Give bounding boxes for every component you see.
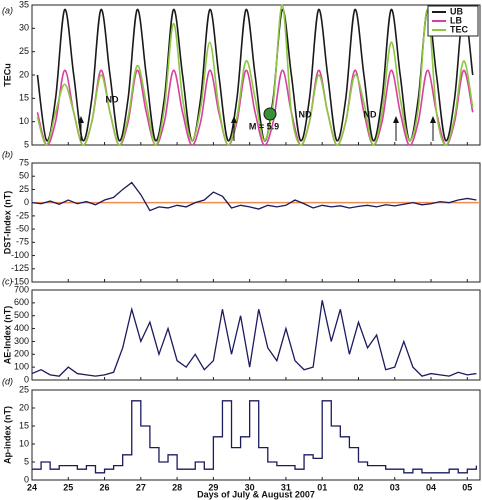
y-tick-label: 5	[24, 456, 29, 466]
y-tick-label: 25	[19, 184, 29, 194]
x-tick-label: 28	[172, 482, 182, 492]
y-tick-label: 25	[19, 46, 29, 56]
x-tick-label: 29	[208, 482, 218, 492]
y-tick-label: 15	[19, 420, 29, 430]
x-tick-label: 27	[136, 482, 146, 492]
y-tick-label: 100	[14, 362, 29, 372]
x-axis-title: Days of July & August 2007	[197, 489, 315, 499]
plot-frame	[31, 162, 481, 283]
x-tick-label: 02	[353, 482, 363, 492]
y-tick-label: 15	[19, 93, 29, 103]
y-axis-title: Ap-index (nT)	[2, 406, 12, 464]
series-line	[31, 181, 477, 212]
x-tick-label: 03	[390, 482, 400, 492]
legend-label: TEC	[450, 24, 469, 34]
y-tick-label: -50	[16, 223, 29, 233]
series-line	[36, 4, 474, 146]
y-axis-title: TECu	[2, 63, 12, 87]
storm-marker	[263, 107, 277, 121]
y-tick-label: 700	[14, 284, 29, 294]
x-tick-label: 30	[245, 482, 255, 492]
y-tick-label: -125	[11, 263, 29, 273]
annotation: ND	[364, 109, 377, 119]
panel-label: (b)	[2, 149, 13, 159]
panel-label: (a)	[2, 5, 13, 15]
x-tick-label: 26	[100, 482, 110, 492]
series-line	[32, 400, 478, 474]
y-tick-label: 35	[19, 0, 29, 9]
y-tick-label: 0	[24, 474, 29, 484]
y-tick-label: 300	[14, 336, 29, 346]
panel-label: (d)	[2, 376, 13, 386]
y-tick-label: -25	[16, 210, 29, 220]
y-tick-label: 30	[19, 23, 29, 33]
y-tick-label: 10	[19, 116, 29, 126]
annotation: M = 5.9	[249, 121, 279, 131]
y-tick-label: 0	[24, 374, 29, 384]
x-tick-label: 01	[317, 482, 327, 492]
x-tick-label: 31	[281, 482, 291, 492]
y-tick-label: 75	[19, 157, 29, 167]
x-tick-label: 25	[63, 482, 73, 492]
y-tick-label: 10	[19, 438, 29, 448]
y-tick-label: 0	[24, 197, 29, 207]
x-tick-label: 05	[462, 482, 472, 492]
x-tick-label: 24	[27, 482, 37, 492]
panel-label: (c)	[2, 276, 13, 286]
y-tick-label: 400	[14, 323, 29, 333]
y-tick-label: -100	[11, 250, 29, 260]
y-tick-label: 5	[24, 139, 29, 149]
y-tick-label: 600	[14, 297, 29, 307]
y-axis-title: DST-Index (nT)	[2, 191, 12, 255]
arrow-head	[231, 116, 237, 123]
annotation: ND	[106, 94, 119, 104]
plot-frame	[31, 289, 481, 381]
y-axis-title: AE-Index (nT)	[2, 306, 12, 365]
y-tick-label: 200	[14, 349, 29, 359]
arrow-head	[430, 116, 436, 123]
y-tick-label: -150	[11, 276, 29, 286]
annotation: ND	[299, 109, 312, 119]
y-tick-label: 500	[14, 310, 29, 320]
legend-label: UB	[450, 6, 463, 16]
y-tick-label: 20	[19, 402, 29, 412]
x-tick-label: 04	[426, 482, 436, 492]
arrow-head	[393, 116, 399, 123]
arrow-head	[78, 116, 84, 123]
y-tick-label: 20	[19, 69, 29, 79]
legend-label: LB	[450, 15, 462, 25]
y-tick-label: 25	[19, 384, 29, 394]
plot-frame	[31, 389, 481, 481]
y-tick-label: -75	[16, 237, 29, 247]
y-tick-label: 50	[19, 171, 29, 181]
series-line	[31, 300, 477, 377]
series-line	[36, 8, 474, 142]
